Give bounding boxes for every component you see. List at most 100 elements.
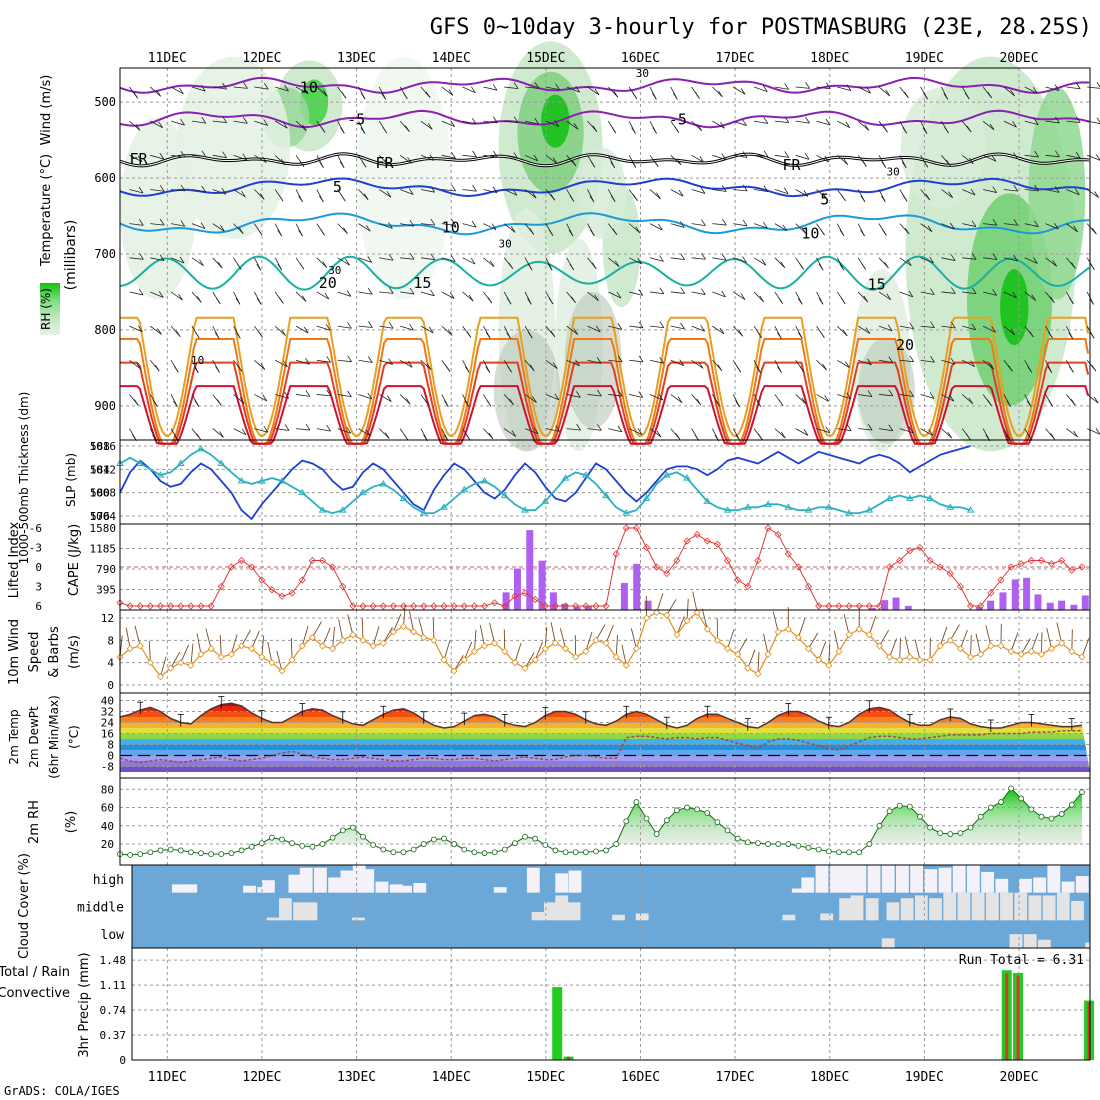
wind-barb-flag: [1026, 400, 1032, 408]
ylabel-thickness: 1000-500mb Thickness (dm): [17, 392, 31, 565]
li-marker: [197, 602, 205, 610]
wind-barb-flag: [555, 83, 560, 90]
wind10m-barb: [676, 616, 685, 635]
wind10m-marker: [278, 667, 286, 675]
wind-barb-flag: [887, 324, 893, 332]
wind10m-marker: [784, 625, 792, 633]
li-marker: [156, 602, 165, 610]
wind-barb: [358, 428, 371, 437]
wind-barb: [629, 394, 643, 398]
wind10m-marker: [1078, 653, 1086, 661]
wind10m-barb: [219, 635, 222, 658]
li-marker: [278, 592, 286, 600]
wind-barb-flag: [388, 287, 394, 294]
wind-barb: [1003, 189, 1018, 192]
wind-barb-flag: [445, 365, 451, 372]
wind-barb: [982, 120, 995, 131]
temp-contour-15: [119, 255, 1090, 291]
wind10m-marker: [491, 639, 499, 647]
wind10m-marker: [207, 645, 215, 653]
wind-barb-flag: [241, 190, 246, 198]
wind-barb: [483, 120, 498, 124]
wind-barb-flag: [529, 364, 535, 372]
wind-barb-flag: [428, 326, 434, 334]
cape-tick: 790: [96, 563, 116, 576]
cloud-cell: [1075, 876, 1089, 893]
wind-barb-flag: [740, 293, 746, 300]
wind-barb-flag: [575, 359, 580, 367]
cloud-cell: [1023, 934, 1037, 948]
wind-barb-flag: [700, 187, 706, 194]
thickness-tick: 580: [90, 487, 110, 500]
cloud-cell: [1042, 895, 1056, 921]
rh-marker: [279, 836, 285, 843]
wind10m-barb: [1081, 638, 1090, 658]
wind-barb: [899, 428, 914, 434]
ylabel-wind10m-a: 10m Wind: [7, 619, 22, 685]
wind-barb: [171, 154, 186, 158]
temp-band: [120, 744, 1090, 750]
wind-barb: [545, 359, 558, 369]
wind-barb: [795, 86, 810, 89]
wind-barb: [566, 86, 580, 93]
wind-barb-flag: [139, 253, 144, 260]
rh-marker: [471, 849, 478, 856]
wind-barb-flag: [451, 219, 456, 226]
wind-barb: [420, 359, 432, 371]
wind-barb: [441, 291, 455, 299]
wind-barb-flag: [576, 423, 581, 431]
wind-barb: [545, 120, 559, 127]
wind-barb-flag: [820, 228, 825, 236]
cape-bar: [549, 592, 557, 610]
cloud-cell: [938, 867, 952, 893]
ylabel-cape: CAPE (J/kg): [67, 524, 82, 596]
wind-barb-flag: [778, 297, 783, 304]
rh-marker: [532, 835, 539, 842]
temp-tick: 16: [101, 728, 114, 741]
wind-barb: [837, 428, 852, 432]
wind10m-marker: [572, 653, 580, 661]
contour-label: 10: [801, 225, 819, 243]
wind-barb-flag: [968, 397, 974, 404]
cloud-cell: [328, 877, 342, 893]
ylabel-wind: Wind (m/s): [39, 75, 54, 146]
wind-barb-flag: [158, 121, 163, 128]
wind-barb: [878, 325, 893, 332]
wind-barb-flag: [777, 366, 782, 373]
wind10m-barb: [1010, 632, 1019, 652]
wind-barb: [504, 86, 519, 90]
wind-barb: [379, 428, 390, 439]
li-marker: [511, 592, 519, 600]
wind-barb-flag: [1095, 428, 1100, 435]
wind10m-barb: [241, 629, 251, 647]
cloud-cell: [555, 873, 569, 893]
ylabel-precip: 3hr Precip (mm): [77, 952, 92, 1057]
temp-contour-low: [120, 316, 1090, 438]
wind-barb-flag: [200, 84, 206, 92]
wind-barb-flag: [780, 431, 786, 439]
temp-tick: 0: [107, 750, 114, 763]
wind-barb: [878, 428, 893, 432]
wind-barb-flag: [368, 321, 373, 328]
thickness-tick: 588: [90, 440, 110, 453]
wind-barb-flag: [659, 321, 665, 328]
slp-tick: 1004: [90, 510, 117, 523]
wind-barb-flag: [805, 82, 810, 89]
rh-marker: [309, 843, 316, 850]
wind10m-barb: [261, 635, 265, 658]
wind10m-barb: [818, 641, 827, 661]
cloud-cell: [1085, 942, 1090, 948]
wind-barb: [545, 428, 560, 432]
cloud-cell: [375, 881, 389, 893]
wind-barb: [129, 120, 141, 131]
wind-barb-flag: [902, 195, 908, 202]
ylabel-temp-b: 2m DewPt: [27, 706, 41, 768]
date-label-top: 16DEC: [621, 51, 660, 66]
thickness-marker: [905, 494, 914, 501]
wind10m-marker: [622, 661, 630, 670]
wind-barb-flag: [472, 184, 477, 192]
cape-bar: [1081, 595, 1089, 610]
wind-barb: [483, 154, 498, 158]
wind-barb-flag: [842, 329, 848, 337]
li-marker: [642, 543, 651, 552]
